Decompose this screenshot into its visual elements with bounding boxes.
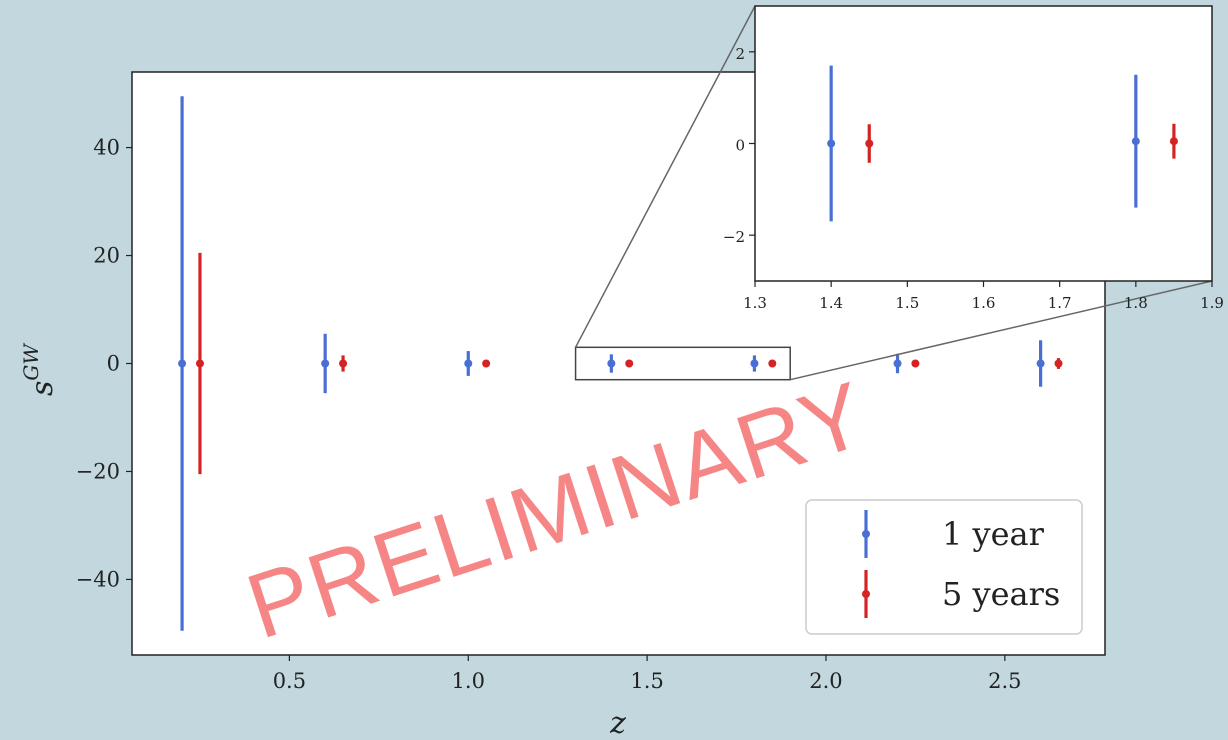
x-tick-label: 1.4: [819, 294, 843, 312]
inset-data-marks: [827, 65, 1178, 222]
svg-text:sGW: sGW: [19, 343, 60, 396]
zoom-connector-line: [790, 280, 1213, 381]
x-tick-label: 1.5: [895, 294, 919, 312]
y-tick-label: 20: [93, 244, 120, 268]
y-tick-label: −40: [76, 567, 120, 591]
inset-plot-area: [754, 5, 1213, 282]
zoom-region-box: [574, 346, 791, 381]
data-point: [1054, 359, 1063, 368]
main-data-marks: [178, 96, 1063, 631]
data-point: [893, 359, 902, 368]
data-point: [464, 359, 473, 368]
x-tick-label: 1.3: [743, 294, 767, 312]
x-tick-label: 1.9: [1200, 294, 1224, 312]
y-tick-label: −2: [723, 228, 745, 246]
x-tick-label: 1.0: [452, 669, 485, 693]
data-point: [1036, 359, 1045, 368]
y-axis-label-base: s: [25, 381, 60, 396]
y-tick-label: 0: [107, 352, 120, 376]
data-point: [750, 359, 759, 368]
data-point: [1131, 137, 1140, 146]
data-point: [178, 359, 187, 368]
data-point: [625, 359, 634, 368]
y-tick-label: 40: [93, 136, 120, 160]
data-point: [482, 359, 491, 368]
legend-label: 5 years: [942, 575, 1060, 613]
x-tick-label: 1.7: [1048, 294, 1072, 312]
x-tick-label: 2.0: [809, 669, 842, 693]
legend-box: [805, 499, 1083, 635]
zoom-connector-line: [574, 5, 756, 348]
x-tick-label: 1.8: [1124, 294, 1148, 312]
data-point: [195, 359, 204, 368]
data-point: [865, 139, 874, 148]
data-point: [1169, 137, 1178, 146]
x-axis-label: z: [609, 706, 626, 736]
y-axis-label-superscript: GW: [19, 343, 43, 381]
data-point: [607, 359, 616, 368]
legend: 1 year 5 years: [805, 499, 1083, 635]
y-tick-label: −20: [76, 459, 120, 483]
legend-marker-dot: [862, 590, 870, 598]
y-tick-label: 2: [735, 45, 745, 63]
data-point: [321, 359, 330, 368]
data-point: [827, 139, 836, 148]
data-point: [339, 359, 348, 368]
data-point: [768, 359, 777, 368]
x-tick-label: 1.5: [630, 669, 663, 693]
x-tick-label: 2.5: [988, 669, 1021, 693]
y-tick-label: 0: [735, 137, 745, 155]
inset-axis-ticks: 1.3 1.4 1.5 1.6 1.7 1.8 1.9 −2 0 2: [723, 45, 1224, 312]
x-tick-label: 1.6: [972, 294, 996, 312]
y-axis-label: sGW: [19, 343, 60, 396]
legend-marker-dot: [862, 530, 870, 538]
x-tick-label: 0.5: [273, 669, 306, 693]
legend-entries: 1 year 5 years: [862, 510, 1060, 618]
legend-label: 1 year: [942, 515, 1045, 553]
data-point: [911, 359, 920, 368]
